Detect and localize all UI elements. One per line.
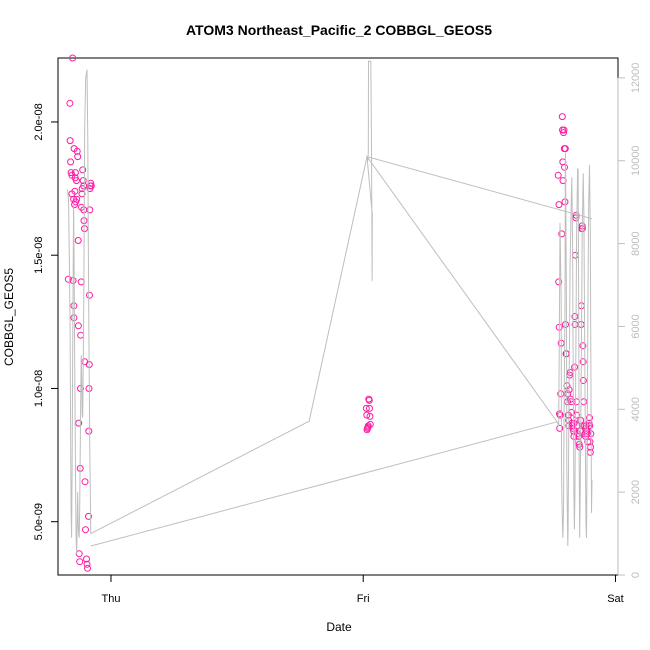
data-point	[69, 54, 77, 62]
data-point	[580, 398, 588, 406]
x-tick-label: Thu	[101, 593, 120, 605]
y2-tick-label: 8000	[630, 231, 642, 255]
y2-tick-label: 2000	[630, 480, 642, 504]
altitude-line	[67, 60, 593, 555]
y-axis-label: COBBGL_GEOS5	[2, 268, 16, 366]
data-point	[564, 390, 572, 398]
x-tick-label: Sat	[607, 593, 624, 605]
data-point	[571, 313, 579, 320]
x-axis-label: Date	[326, 620, 352, 634]
data-point	[73, 195, 81, 203]
data-point	[75, 419, 83, 427]
series-layer	[64, 54, 595, 572]
data-point	[557, 390, 565, 398]
data-point	[82, 526, 89, 534]
data-point	[85, 427, 93, 435]
data-point	[554, 171, 562, 179]
data-point	[362, 404, 370, 412]
data-point	[74, 153, 82, 161]
data-point	[579, 377, 587, 384]
data-point	[560, 129, 567, 137]
data-point	[579, 358, 587, 366]
altitude-line	[366, 156, 593, 220]
data-point	[366, 412, 374, 420]
data-point	[77, 278, 85, 286]
data-point	[76, 558, 84, 566]
data-point	[78, 190, 86, 198]
data-point	[81, 478, 89, 486]
altitude-line	[90, 421, 558, 547]
data-point	[66, 137, 74, 145]
y-tick-label: 2.0e-08	[33, 103, 45, 140]
data-point	[79, 177, 87, 185]
chart-title: ATOM3 Northeast_Pacific_2 COBBGL_GEOS5	[186, 22, 492, 38]
data-point	[80, 182, 88, 190]
y2-tick-label: 0	[630, 572, 642, 578]
data-point	[364, 422, 372, 430]
data-point	[79, 166, 87, 174]
data-point	[72, 177, 80, 185]
data-point	[85, 512, 92, 520]
x-axis: Thu Fri Sat	[101, 574, 624, 605]
data-point	[363, 411, 371, 419]
data-point	[64, 275, 72, 283]
data-point	[567, 398, 575, 406]
data-point	[558, 113, 566, 121]
data-point	[556, 411, 564, 419]
data-point	[560, 126, 568, 134]
data-point	[572, 214, 580, 222]
y2-tick-label: 12000	[630, 63, 642, 94]
data-point	[86, 291, 93, 299]
x-tick-label: Fri	[357, 593, 370, 605]
data-point	[562, 321, 569, 328]
data-point	[74, 322, 82, 330]
data-point	[561, 163, 568, 171]
data-point	[585, 419, 593, 427]
data-point	[71, 187, 79, 195]
y2-tick-label: 6000	[630, 314, 642, 338]
data-point	[579, 342, 587, 350]
data-point	[83, 555, 90, 563]
data-point	[573, 422, 581, 430]
data-point	[365, 396, 373, 404]
data-point	[576, 443, 584, 451]
data-point	[77, 331, 85, 339]
data-point	[67, 158, 75, 166]
data-point	[86, 206, 94, 214]
data-point	[83, 560, 91, 568]
data-point	[366, 420, 374, 428]
y-tick-label: 5.0e-09	[33, 503, 45, 540]
data-point	[73, 147, 81, 155]
data-point	[74, 237, 82, 244]
data-point	[555, 201, 563, 209]
y-tick-label: 1.5e-08	[33, 237, 45, 274]
y2-tick-label: 10000	[630, 145, 642, 176]
data-point	[71, 169, 79, 177]
data-point	[555, 278, 563, 286]
data-point	[366, 404, 373, 412]
y-tick-label: 1.0e-08	[33, 370, 45, 407]
data-point	[561, 145, 569, 153]
y-axis-right: 0 2000 4000 6000 8000 10000 12000	[617, 63, 642, 578]
data-point	[571, 363, 579, 371]
data-point	[556, 424, 564, 432]
y2-tick-label: 4000	[630, 397, 642, 421]
data-point	[70, 314, 78, 322]
data-point	[586, 422, 594, 430]
data-point	[571, 251, 579, 259]
y-axis-left: 5.0e-09 1.0e-08 1.5e-08 2.0e-08	[33, 103, 59, 540]
data-point	[586, 414, 593, 422]
plot-frame	[57, 57, 619, 576]
data-point	[66, 99, 74, 107]
data-point	[84, 564, 91, 572]
